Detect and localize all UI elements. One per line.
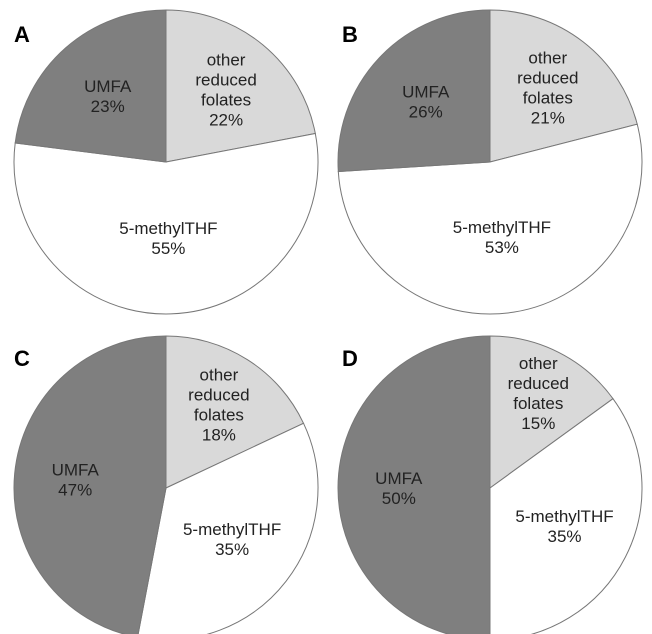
label-other-reduced-folates-d: reduced	[508, 374, 569, 393]
label-five-methylthf-d: 5-methylTHF	[515, 507, 613, 526]
label-umfa-d: 50%	[382, 489, 416, 508]
pie-slices-b	[337, 9, 643, 315]
label-umfa-c: 47%	[58, 480, 92, 499]
label-other-reduced-folates-c: reduced	[188, 386, 249, 405]
label-other-reduced-folates-b: reduced	[517, 69, 578, 88]
label-five-methylthf-b: 5-methylTHF	[453, 218, 551, 237]
label-umfa-d: UMFA	[375, 469, 423, 488]
slice-umfa-b	[337, 9, 491, 173]
panel-letter-b: B	[342, 22, 358, 47]
label-five-methylthf-a: 55%	[151, 239, 185, 258]
slice-five-methylthf-b	[337, 123, 643, 315]
label-five-methylthf-c: 35%	[215, 540, 249, 559]
label-umfa-a: 23%	[91, 97, 125, 116]
label-other-reduced-folates-a: other	[207, 50, 246, 69]
slice-five-methylthf-a	[13, 132, 319, 315]
pie-slices-d	[337, 335, 643, 634]
slice-umfa-c	[13, 335, 167, 634]
slice-five-methylthf-d	[489, 397, 643, 634]
label-five-methylthf-a: 5-methylTHF	[119, 219, 217, 238]
slice-other-reduced-folates-b	[489, 9, 638, 163]
label-other-reduced-folates-d: other	[519, 354, 558, 373]
panel-letter-a: A	[14, 22, 30, 47]
label-other-reduced-folates-b: other	[528, 49, 567, 68]
label-umfa-b: 26%	[409, 103, 443, 122]
label-other-reduced-folates-a: 22%	[209, 110, 243, 129]
panel-letter-d: D	[342, 346, 358, 371]
slice-five-methylthf-c	[137, 422, 319, 634]
label-five-methylthf-b: 53%	[485, 238, 519, 257]
label-five-methylthf-d: 35%	[547, 527, 581, 546]
slice-umfa-a	[14, 9, 167, 163]
slice-other-reduced-folates-c	[165, 335, 305, 489]
label-other-reduced-folates-d: 15%	[521, 414, 555, 433]
pie-slices-c	[13, 335, 319, 634]
panel-letter-c: C	[14, 346, 30, 371]
label-other-reduced-folates-a: reduced	[195, 70, 256, 89]
label-umfa-c: UMFA	[52, 460, 100, 479]
label-other-reduced-folates-b: folates	[523, 89, 573, 108]
pie-slices-a	[13, 9, 319, 315]
label-other-reduced-folates-c: other	[200, 366, 239, 385]
label-other-reduced-folates-a: folates	[201, 90, 251, 109]
label-umfa-a: UMFA	[84, 77, 132, 96]
label-other-reduced-folates-b: 21%	[531, 109, 565, 128]
label-other-reduced-folates-c: 18%	[202, 426, 236, 445]
label-other-reduced-folates-c: folates	[194, 406, 244, 425]
label-five-methylthf-c: 5-methylTHF	[183, 520, 281, 539]
label-other-reduced-folates-d: folates	[513, 394, 563, 413]
slice-other-reduced-folates-d	[489, 335, 614, 489]
label-umfa-b: UMFA	[402, 83, 450, 102]
slice-umfa-d	[337, 335, 491, 634]
slice-other-reduced-folates-a	[165, 9, 316, 163]
